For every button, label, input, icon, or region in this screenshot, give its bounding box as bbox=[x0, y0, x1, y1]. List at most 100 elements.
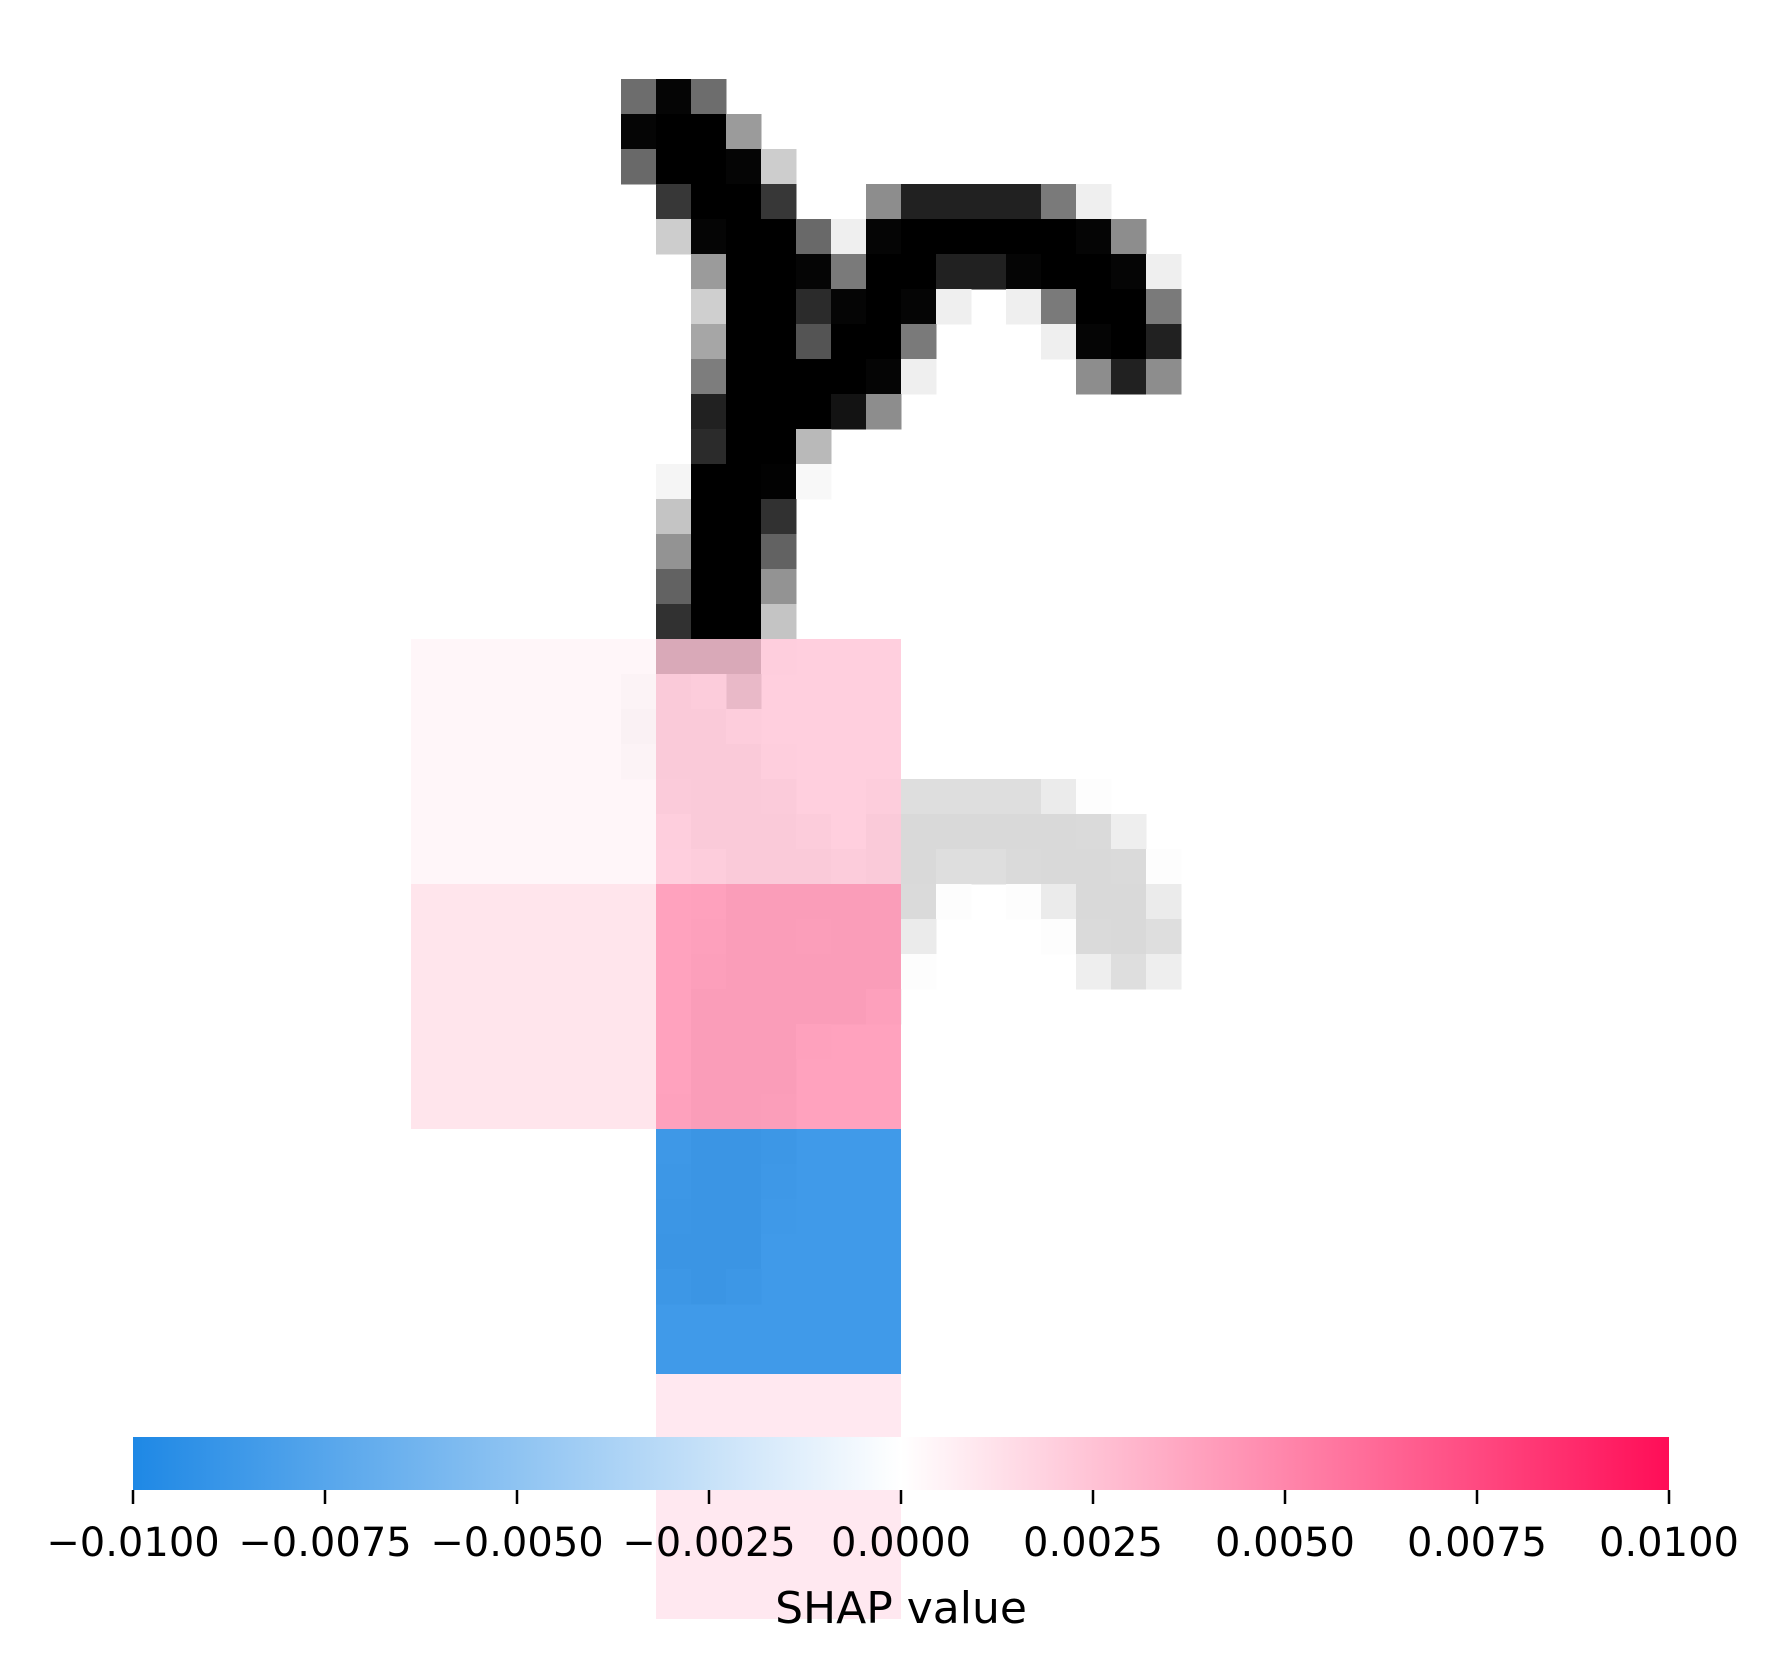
input-pixel bbox=[761, 604, 797, 640]
background-pixel bbox=[1006, 779, 1042, 815]
background-pixel bbox=[971, 779, 1007, 815]
input-pixel bbox=[656, 464, 692, 500]
input-pixel bbox=[866, 184, 902, 220]
input-pixel bbox=[691, 324, 727, 360]
input-pixel bbox=[761, 464, 797, 500]
input-pixel bbox=[1041, 219, 1077, 255]
input-pixel bbox=[691, 114, 727, 150]
background-pixel bbox=[1111, 849, 1147, 885]
input-pixel bbox=[761, 289, 797, 325]
input-pixel bbox=[1111, 359, 1147, 395]
background-pixel bbox=[1146, 849, 1182, 885]
background-pixel bbox=[1006, 884, 1042, 920]
input-pixel bbox=[796, 429, 832, 465]
input-pixel bbox=[691, 359, 727, 395]
input-pixel bbox=[1006, 254, 1042, 290]
input-pixel bbox=[831, 289, 867, 325]
input-pixel bbox=[901, 184, 937, 220]
input-pixel bbox=[796, 359, 832, 395]
input-pixel bbox=[656, 604, 692, 640]
input-pixel bbox=[901, 219, 937, 255]
background-pixel bbox=[1076, 884, 1112, 920]
input-pixel bbox=[831, 394, 867, 430]
shap-overlay-panel bbox=[411, 639, 1182, 1619]
input-pixel bbox=[1041, 289, 1077, 325]
input-pixel bbox=[866, 394, 902, 430]
background-pixel bbox=[1041, 919, 1077, 955]
input-pixel bbox=[726, 359, 762, 395]
background-pixel bbox=[1146, 954, 1182, 990]
colorbar: −0.0100 −0.0075 −0.0050 −0.0025 0.0000 0.0025… bbox=[46, 1437, 1739, 1634]
input-pixel bbox=[761, 219, 797, 255]
input-pixel bbox=[691, 394, 727, 430]
input-pixel bbox=[726, 219, 762, 255]
input-pixel bbox=[691, 184, 727, 220]
shap-superpixel-blocks bbox=[411, 639, 901, 1619]
input-pixel bbox=[761, 429, 797, 465]
input-pixel bbox=[761, 254, 797, 290]
input-pixel bbox=[831, 254, 867, 290]
input-pixel bbox=[1041, 184, 1077, 220]
input-pixel bbox=[691, 499, 727, 535]
background-pixel bbox=[1111, 884, 1147, 920]
input-pixel bbox=[726, 499, 762, 535]
background-pixel bbox=[1041, 884, 1077, 920]
input-pixel bbox=[901, 254, 937, 290]
background-pixel bbox=[971, 849, 1007, 885]
input-pixel bbox=[726, 254, 762, 290]
colorbar-ticks: −0.0100 −0.0075 −0.0050 −0.0025 0.0000 0.0025… bbox=[46, 1490, 1739, 1566]
input-pixel bbox=[761, 534, 797, 570]
input-pixel bbox=[656, 79, 692, 115]
input-pixel bbox=[936, 184, 972, 220]
shap-block bbox=[411, 884, 656, 1129]
input-pixel bbox=[691, 604, 727, 640]
background-pixel bbox=[1006, 849, 1042, 885]
input-pixel bbox=[1146, 359, 1182, 395]
input-pixel bbox=[1111, 324, 1147, 360]
input-pixel bbox=[971, 219, 1007, 255]
input-pixel bbox=[1076, 289, 1112, 325]
colorbar-tick-label: 0.0075 bbox=[1407, 1520, 1547, 1566]
colorbar-tick-label: 0.0050 bbox=[1215, 1520, 1355, 1566]
background-pixel bbox=[1111, 919, 1147, 955]
input-pixel bbox=[1076, 254, 1112, 290]
input-pixel bbox=[936, 289, 972, 325]
input-pixel bbox=[621, 114, 657, 150]
background-pixel bbox=[1076, 779, 1112, 815]
background-pixel bbox=[1041, 849, 1077, 885]
input-pixel bbox=[761, 149, 797, 185]
input-pixel bbox=[936, 219, 972, 255]
background-pixel bbox=[936, 779, 972, 815]
background-pixel bbox=[936, 814, 972, 850]
background-pixel bbox=[1041, 814, 1077, 850]
input-pixel bbox=[726, 429, 762, 465]
input-pixel bbox=[1076, 184, 1112, 220]
input-pixel bbox=[761, 569, 797, 605]
background-pixel bbox=[936, 884, 972, 920]
input-pixel bbox=[691, 149, 727, 185]
input-pixel bbox=[726, 114, 762, 150]
background-pixel bbox=[901, 884, 937, 920]
input-pixel bbox=[761, 499, 797, 535]
input-pixel bbox=[726, 324, 762, 360]
input-pixel bbox=[691, 289, 727, 325]
input-pixel bbox=[761, 394, 797, 430]
background-pixel bbox=[1076, 919, 1112, 955]
input-pixel bbox=[761, 184, 797, 220]
input-pixel bbox=[1041, 324, 1077, 360]
input-pixel bbox=[621, 79, 657, 115]
input-pixel bbox=[621, 149, 657, 185]
input-pixel bbox=[656, 219, 692, 255]
shap-block bbox=[656, 639, 901, 884]
input-pixel bbox=[726, 149, 762, 185]
shap-block bbox=[656, 1374, 901, 1619]
background-pixel bbox=[1146, 884, 1182, 920]
input-pixel bbox=[866, 324, 902, 360]
input-pixel bbox=[866, 359, 902, 395]
input-pixel bbox=[936, 254, 972, 290]
input-pixel bbox=[726, 394, 762, 430]
background-pixel bbox=[971, 814, 1007, 850]
input-pixel bbox=[1041, 254, 1077, 290]
background-pixel bbox=[1076, 814, 1112, 850]
